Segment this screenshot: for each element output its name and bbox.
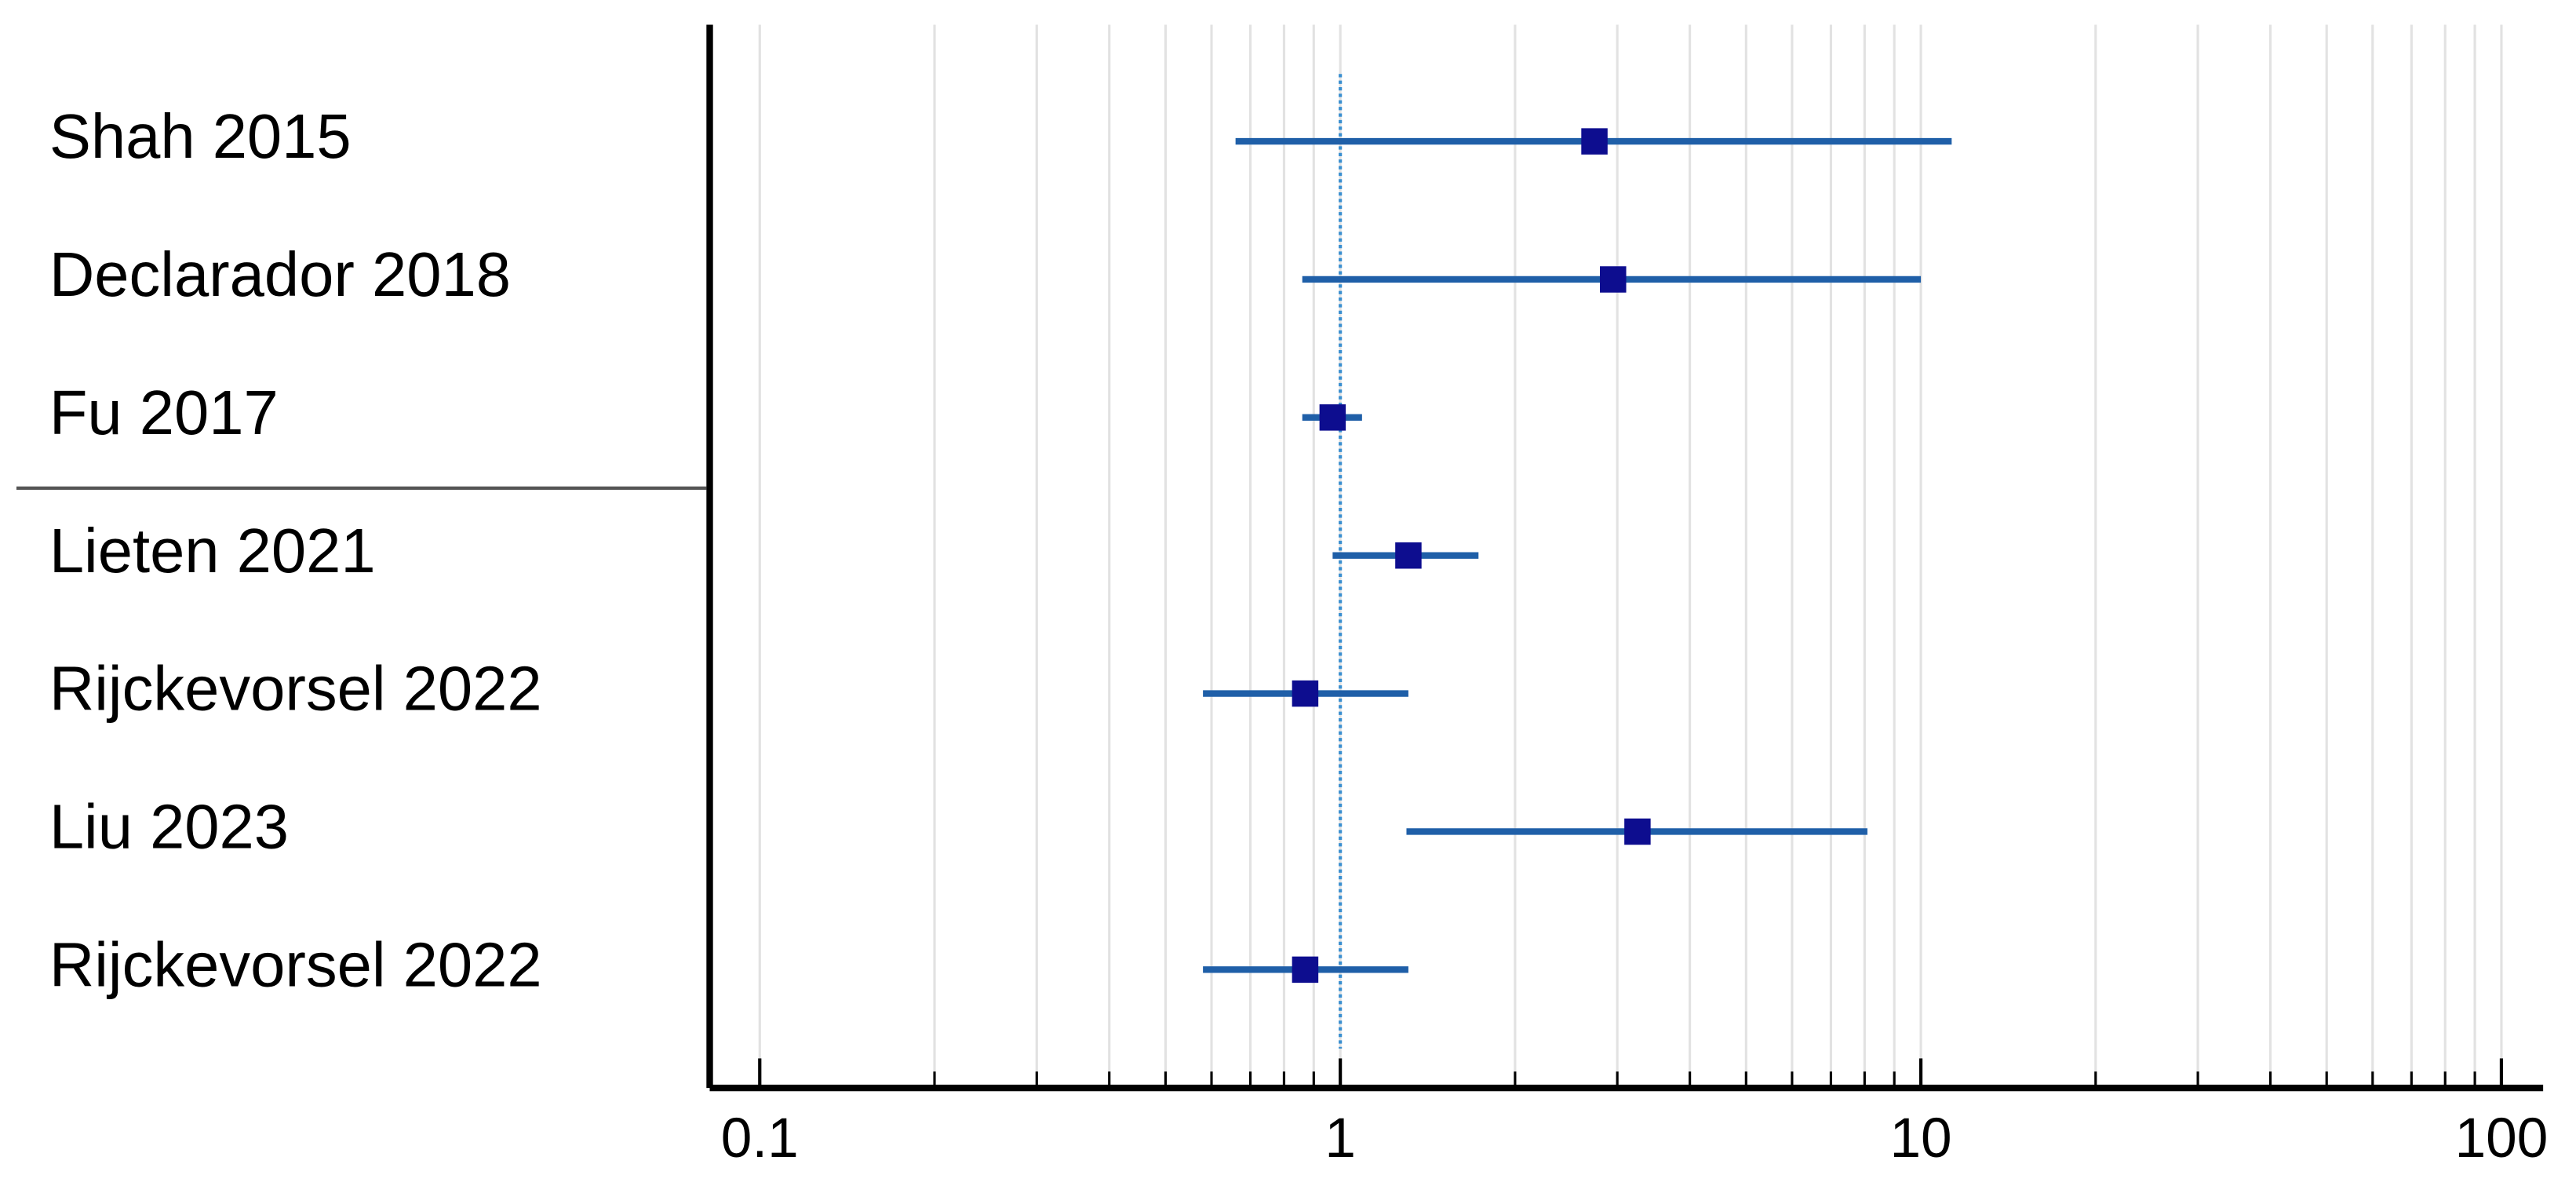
point-estimate bbox=[1395, 542, 1422, 569]
study-label: Liu 2023 bbox=[49, 792, 289, 862]
study-label: Rijckevorsel 2022 bbox=[49, 929, 542, 999]
point-estimate bbox=[1292, 680, 1319, 707]
x-tick-label: 100 bbox=[2455, 1108, 2549, 1170]
study-label: Shah 2015 bbox=[49, 101, 352, 171]
study-label: Rijckevorsel 2022 bbox=[49, 654, 542, 724]
point-estimate bbox=[1292, 956, 1319, 984]
point-estimate bbox=[1581, 128, 1608, 155]
study-label: Lieten 2021 bbox=[49, 516, 376, 586]
study-label: Declarador 2018 bbox=[49, 239, 511, 309]
x-tick-label: 0.1 bbox=[721, 1108, 799, 1170]
point-estimate bbox=[1600, 266, 1627, 293]
point-estimate bbox=[1624, 818, 1651, 845]
point-estimate bbox=[1319, 404, 1346, 431]
x-tick-label: 10 bbox=[1889, 1108, 1951, 1170]
study-label: Fu 2017 bbox=[49, 378, 279, 447]
x-tick-label: 1 bbox=[1324, 1108, 1356, 1170]
